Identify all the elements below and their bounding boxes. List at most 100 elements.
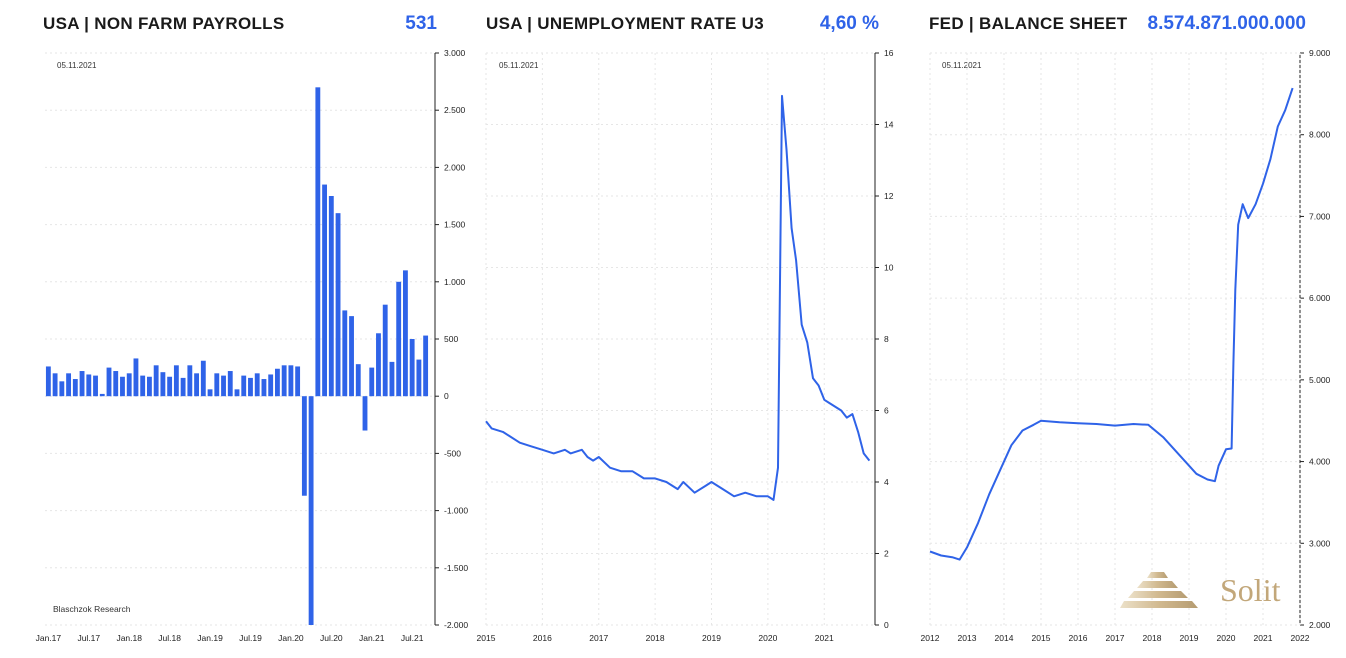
x-tick-label: 2021	[1254, 633, 1273, 643]
bar	[234, 389, 240, 397]
bar	[45, 366, 51, 397]
panel-nonfarm-payrolls: USA | NON FARM PAYROLLS 531 05.11.2021 B…	[0, 0, 469, 658]
bar	[382, 304, 388, 397]
bar	[254, 373, 260, 397]
bar	[99, 393, 105, 397]
bar	[295, 366, 301, 397]
y-tick-label: -1.500	[444, 563, 468, 573]
y-tick-label: 3.000	[1309, 538, 1331, 548]
x-tick-label: 2020	[1217, 633, 1236, 643]
bar	[416, 359, 422, 397]
bar	[261, 379, 267, 397]
x-tick-label: 2019	[702, 633, 721, 643]
y-tick-label: 6	[884, 406, 889, 416]
chart-title: USA | UNEMPLOYMENT RATE U3	[486, 14, 764, 33]
bar	[173, 365, 179, 397]
bar	[187, 365, 193, 397]
chart-title: USA | NON FARM PAYROLLS	[43, 14, 285, 33]
bar	[328, 196, 334, 397]
x-tick-label: 2019	[1180, 633, 1199, 643]
y-tick-label: 4	[884, 477, 889, 487]
bar	[389, 361, 395, 397]
y-tick-label: 1.500	[444, 220, 466, 230]
x-tick-label: Jan.21	[359, 633, 385, 643]
x-tick-label: 2018	[1143, 633, 1162, 643]
x-tick-label: Jul.20	[320, 633, 343, 643]
y-tick-label: 12	[884, 191, 894, 201]
source-label: Blaschzok Research	[53, 604, 131, 614]
y-tick-label: 8	[884, 334, 889, 344]
bar	[93, 375, 98, 397]
series-line	[485, 94, 871, 501]
bar	[362, 396, 368, 431]
bar	[376, 333, 381, 397]
bar	[86, 374, 92, 397]
bar	[355, 364, 361, 397]
unemployment-rate-chart: 05.11.2021 0 2 4 6 8 10 12 14 16 2015 2016 2017 2018…	[477, 48, 894, 643]
x-tick-label: Jul.19	[239, 633, 262, 643]
latest-value: 4,60 %	[819, 13, 879, 34]
bar	[342, 310, 348, 397]
latest-value: 531	[405, 13, 437, 34]
x-tick-label: 2015	[477, 633, 496, 643]
x-tick-label: Jan.17	[36, 633, 62, 643]
series-line	[929, 87, 1294, 561]
chart-date: 05.11.2021	[942, 61, 982, 70]
bar	[227, 371, 233, 397]
bar	[160, 372, 166, 397]
bar	[180, 377, 186, 397]
x-tick-label: Jul.17	[77, 633, 100, 643]
bar	[106, 367, 112, 397]
y-tick-label: 1.000	[444, 277, 466, 287]
bar	[207, 389, 213, 397]
y-tick-label: 2.500	[444, 105, 466, 115]
bar	[322, 184, 328, 397]
bar	[281, 365, 287, 397]
bar	[214, 373, 220, 397]
bar	[301, 396, 307, 496]
y-tick-label: 16	[884, 48, 894, 58]
bar	[241, 375, 247, 397]
y-tick-label: -500	[444, 448, 461, 458]
y-tick-label: 5.000	[1309, 375, 1331, 385]
x-tick-label: 2021	[815, 633, 834, 643]
x-tick-label: 2015	[1032, 633, 1051, 643]
chart-title: FED | BALANCE SHEET	[929, 14, 1128, 33]
bar	[274, 368, 280, 397]
y-tick-label: 10	[884, 263, 894, 273]
bar	[200, 360, 206, 397]
bar	[113, 371, 119, 397]
x-tick-label: Jul.21	[401, 633, 424, 643]
bar	[409, 339, 415, 397]
x-tick-label: 2020	[758, 633, 777, 643]
x-tick-label: 2017	[1106, 633, 1125, 643]
x-tick-label: 2018	[646, 633, 665, 643]
panel-fed-balance-sheet: FED | BALANCE SHEET 8.574.871.000.000 05…	[900, 0, 1346, 658]
bar	[349, 316, 354, 397]
y-tick-label: -2.000	[444, 620, 468, 630]
bar	[126, 373, 132, 397]
y-tick-label: 0	[444, 391, 449, 401]
bar	[308, 396, 314, 625]
chart-date: 05.11.2021	[57, 61, 97, 70]
y-tick-label: 2	[884, 549, 889, 559]
bar	[120, 376, 125, 397]
bar	[315, 87, 321, 397]
solit-logo: Solit	[1118, 568, 1328, 618]
bar	[423, 335, 429, 397]
nonfarm-payrolls-chart: 05.11.2021 Blaschzok Research 3.000 2.500…	[36, 48, 469, 643]
y-tick-label: 3.000	[444, 48, 466, 58]
fed-balance-sheet-chart: 05.11.2021 2.000 3.000 4.000 5.000 6.000 7.00…	[921, 48, 1331, 643]
panel-unemployment-rate: USA | UNEMPLOYMENT RATE U3 4,60 % 05.11.…	[455, 0, 900, 658]
bar	[221, 375, 226, 397]
x-tick-label: 2013	[958, 633, 977, 643]
chart-date: 05.11.2021	[499, 61, 539, 70]
bar	[248, 377, 253, 397]
x-tick-label: 2017	[589, 633, 608, 643]
pyramid-icon	[1120, 572, 1198, 608]
bar	[66, 373, 72, 397]
bar	[402, 270, 408, 397]
y-tick-label: 7.000	[1309, 211, 1331, 221]
y-tick-label: 500	[444, 334, 458, 344]
y-tick-label: 2.000	[1309, 620, 1331, 630]
